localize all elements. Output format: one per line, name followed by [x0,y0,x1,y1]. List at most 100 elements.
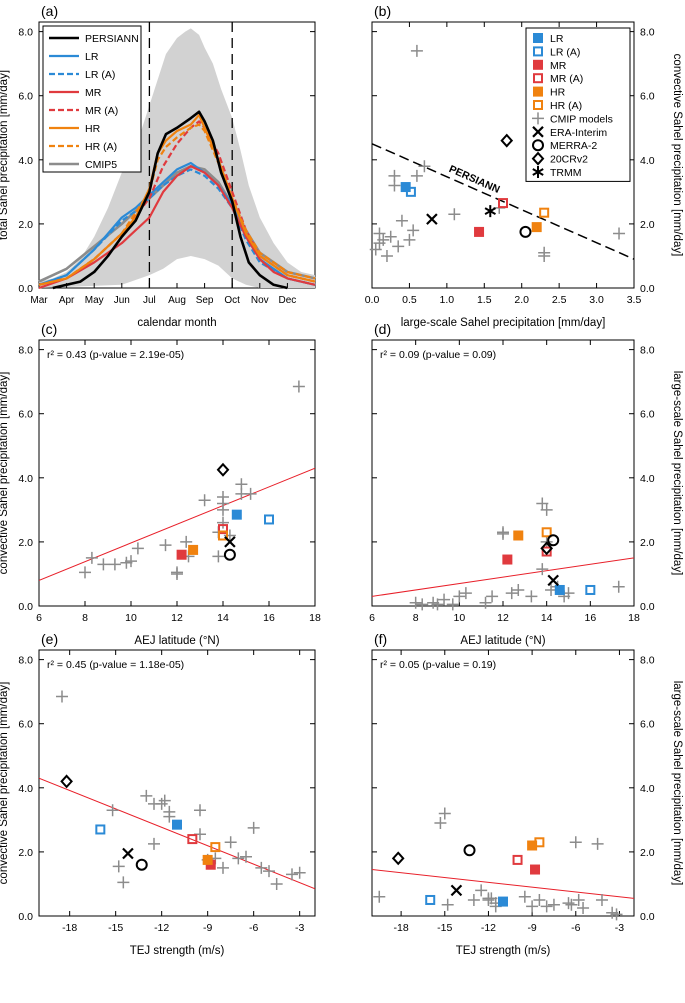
cmip-model-point [540,503,553,516]
cmip-model-point [562,897,575,910]
marker-mr [474,226,485,237]
cmip-model-point [547,898,560,911]
cmip-model-point [569,836,582,849]
marker-era-interim [426,213,438,225]
cmip-model-point [526,900,539,913]
legend-label: TRMM [550,167,582,179]
cmip-model-point [244,487,257,500]
x-tick-label: 10 [453,612,465,624]
series-line-mr [38,165,316,290]
cmip-model-point [407,224,420,237]
y-tick-label: 4.0 [18,783,33,795]
cmip-model-point [217,861,229,874]
r-squared-annotation: r² = 0.43 (p-value = 2.19e-05) [47,349,184,361]
cmip-model-point [438,593,451,606]
x-tick-label: Apr [59,295,75,306]
marker-lr-a [425,894,436,905]
x-tick-label: Jul [143,295,156,306]
y-tick-label: 2.0 [18,537,33,549]
cmip-model-point [140,789,153,802]
cmip-model-point [293,866,306,879]
y-tick-label: 6.0 [18,719,33,731]
legend-label: LR [550,33,564,45]
x-tick-label: Nov [251,295,269,306]
marker-lr [554,584,565,595]
cmip-model-point [369,243,382,256]
y-tick-label: 4.0 [640,473,655,485]
cmip-model-point [180,535,193,548]
cmip-model-point [286,868,298,881]
x-tick-label: -6 [249,922,258,934]
y-tick-label: 6.0 [640,409,655,421]
x-tick-label: -12 [154,922,169,934]
panel-label: (e) [41,631,58,647]
y-tick-label: 8.0 [18,345,33,357]
cmip-model-point [163,810,176,823]
panel-d: (d) 0.0 2.0 4.0 6.0 8.0 large-scale Sahel prec… [369,321,683,647]
cmip-model-point [212,550,225,563]
cmip-model-point [388,169,401,182]
r-squared-annotation: r² = 0.09 (p-value = 0.09) [380,349,496,361]
x-tick-label: Dec [279,295,297,306]
marker-lr [498,896,508,907]
x-axis-label: TEJ strength (m/s) [456,945,551,957]
legend-label: LR [85,51,99,63]
cmip-model-point [217,516,229,529]
cmip-model-point [448,208,461,221]
legend-label: 20CRv2 [550,154,588,166]
marker-20crv2 [540,541,554,556]
y-tick-label: 6.0 [640,91,655,103]
x-tick-label: Aug [168,295,186,306]
marker-20crv2 [500,133,514,148]
cmip-model-point [518,890,531,903]
legend-label: ERA-Interim [550,127,607,139]
x-axis-label: calendar month [137,317,216,329]
cmip-model-point [56,690,68,703]
marker-mr [530,864,541,875]
y-tick-label: 8.0 [640,655,655,667]
x-tick-label: 12 [497,612,509,624]
cmip-model-point [453,590,466,603]
legend-swatch [532,166,544,178]
cmip-model-point [270,877,283,890]
x-tick-label: -18 [62,922,77,934]
cmip-model-point [117,876,130,889]
y-axis-label: convective Sahel precipitation [mm/day] [0,682,10,885]
marker-mr-a [187,834,198,845]
cmip-model-point [612,580,625,593]
y-tick-label: 4.0 [18,473,33,485]
legend-label: HR [85,123,101,135]
x-tick-label: 1.5 [477,294,492,306]
marker-mr-a [541,546,552,557]
x-tick-label: 6 [369,612,375,624]
cmip-model-point [512,583,525,596]
cmip-model-point [536,563,549,576]
marker-lr-a [405,186,416,197]
panel-label: (f) [374,631,387,647]
y-tick-label: 6.0 [640,719,655,731]
marker-20crv2 [216,462,230,477]
cmip-model-point [159,539,172,552]
marker-lr [231,509,242,520]
x-tick-label: -12 [481,922,496,934]
x-tick-label: -9 [527,922,536,934]
marker-hr-a [218,530,228,541]
y-axis-label: convective Sahel precipitation [mm/day] [0,372,10,575]
cmip-model-point [217,491,229,504]
cmip-model-point [613,227,626,240]
x-tick-label: 10 [125,612,137,624]
regression-line [372,869,634,899]
cmip-model-point [467,893,480,906]
series-line-persiann [52,110,288,290]
marker-era-interim [122,847,134,860]
cmip-model-point [148,837,160,850]
marker-hr-a [534,837,545,848]
cmip-model-point [505,587,518,600]
x-tick-label: Mar [30,295,48,306]
cmip-model-point [240,850,252,863]
plot-frame [371,21,635,289]
cmip-model-point [431,598,444,611]
legend-label: MERRA-2 [550,140,597,152]
panel-b: (b) 0.0 2.0 4.0 6.0 8.0 convective Sahel preci… [365,3,683,329]
